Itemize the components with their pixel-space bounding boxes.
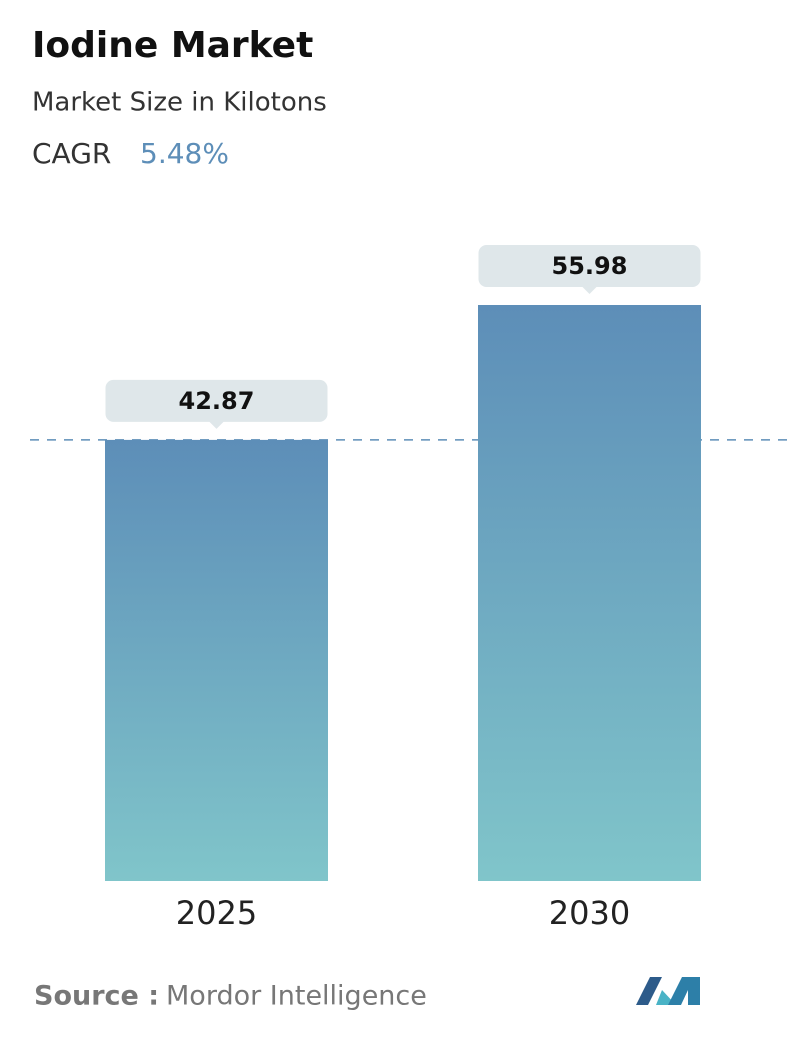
source-label: Source :	[34, 981, 159, 1012]
source: Mordor Intelligence	[166, 981, 427, 1012]
value-label-box	[478, 245, 701, 287]
x-tick-label: 2030	[549, 894, 630, 932]
cagr-value: 5.48%	[140, 137, 229, 170]
chart-title: Iodine Market	[32, 25, 313, 66]
logo	[636, 977, 700, 1005]
value-label-pointer	[208, 420, 225, 429]
chart-subtitle: Market Size in Kilotons	[32, 88, 327, 118]
value-label-box	[105, 379, 328, 422]
x-tick-label: 2025	[176, 894, 257, 932]
value-label: 42.87	[179, 387, 255, 415]
bar	[105, 439, 328, 881]
value-label-pointer	[581, 286, 598, 294]
cagr-label: CAGR	[32, 137, 111, 170]
value-label: 55.98	[552, 252, 628, 280]
bar	[478, 305, 701, 881]
